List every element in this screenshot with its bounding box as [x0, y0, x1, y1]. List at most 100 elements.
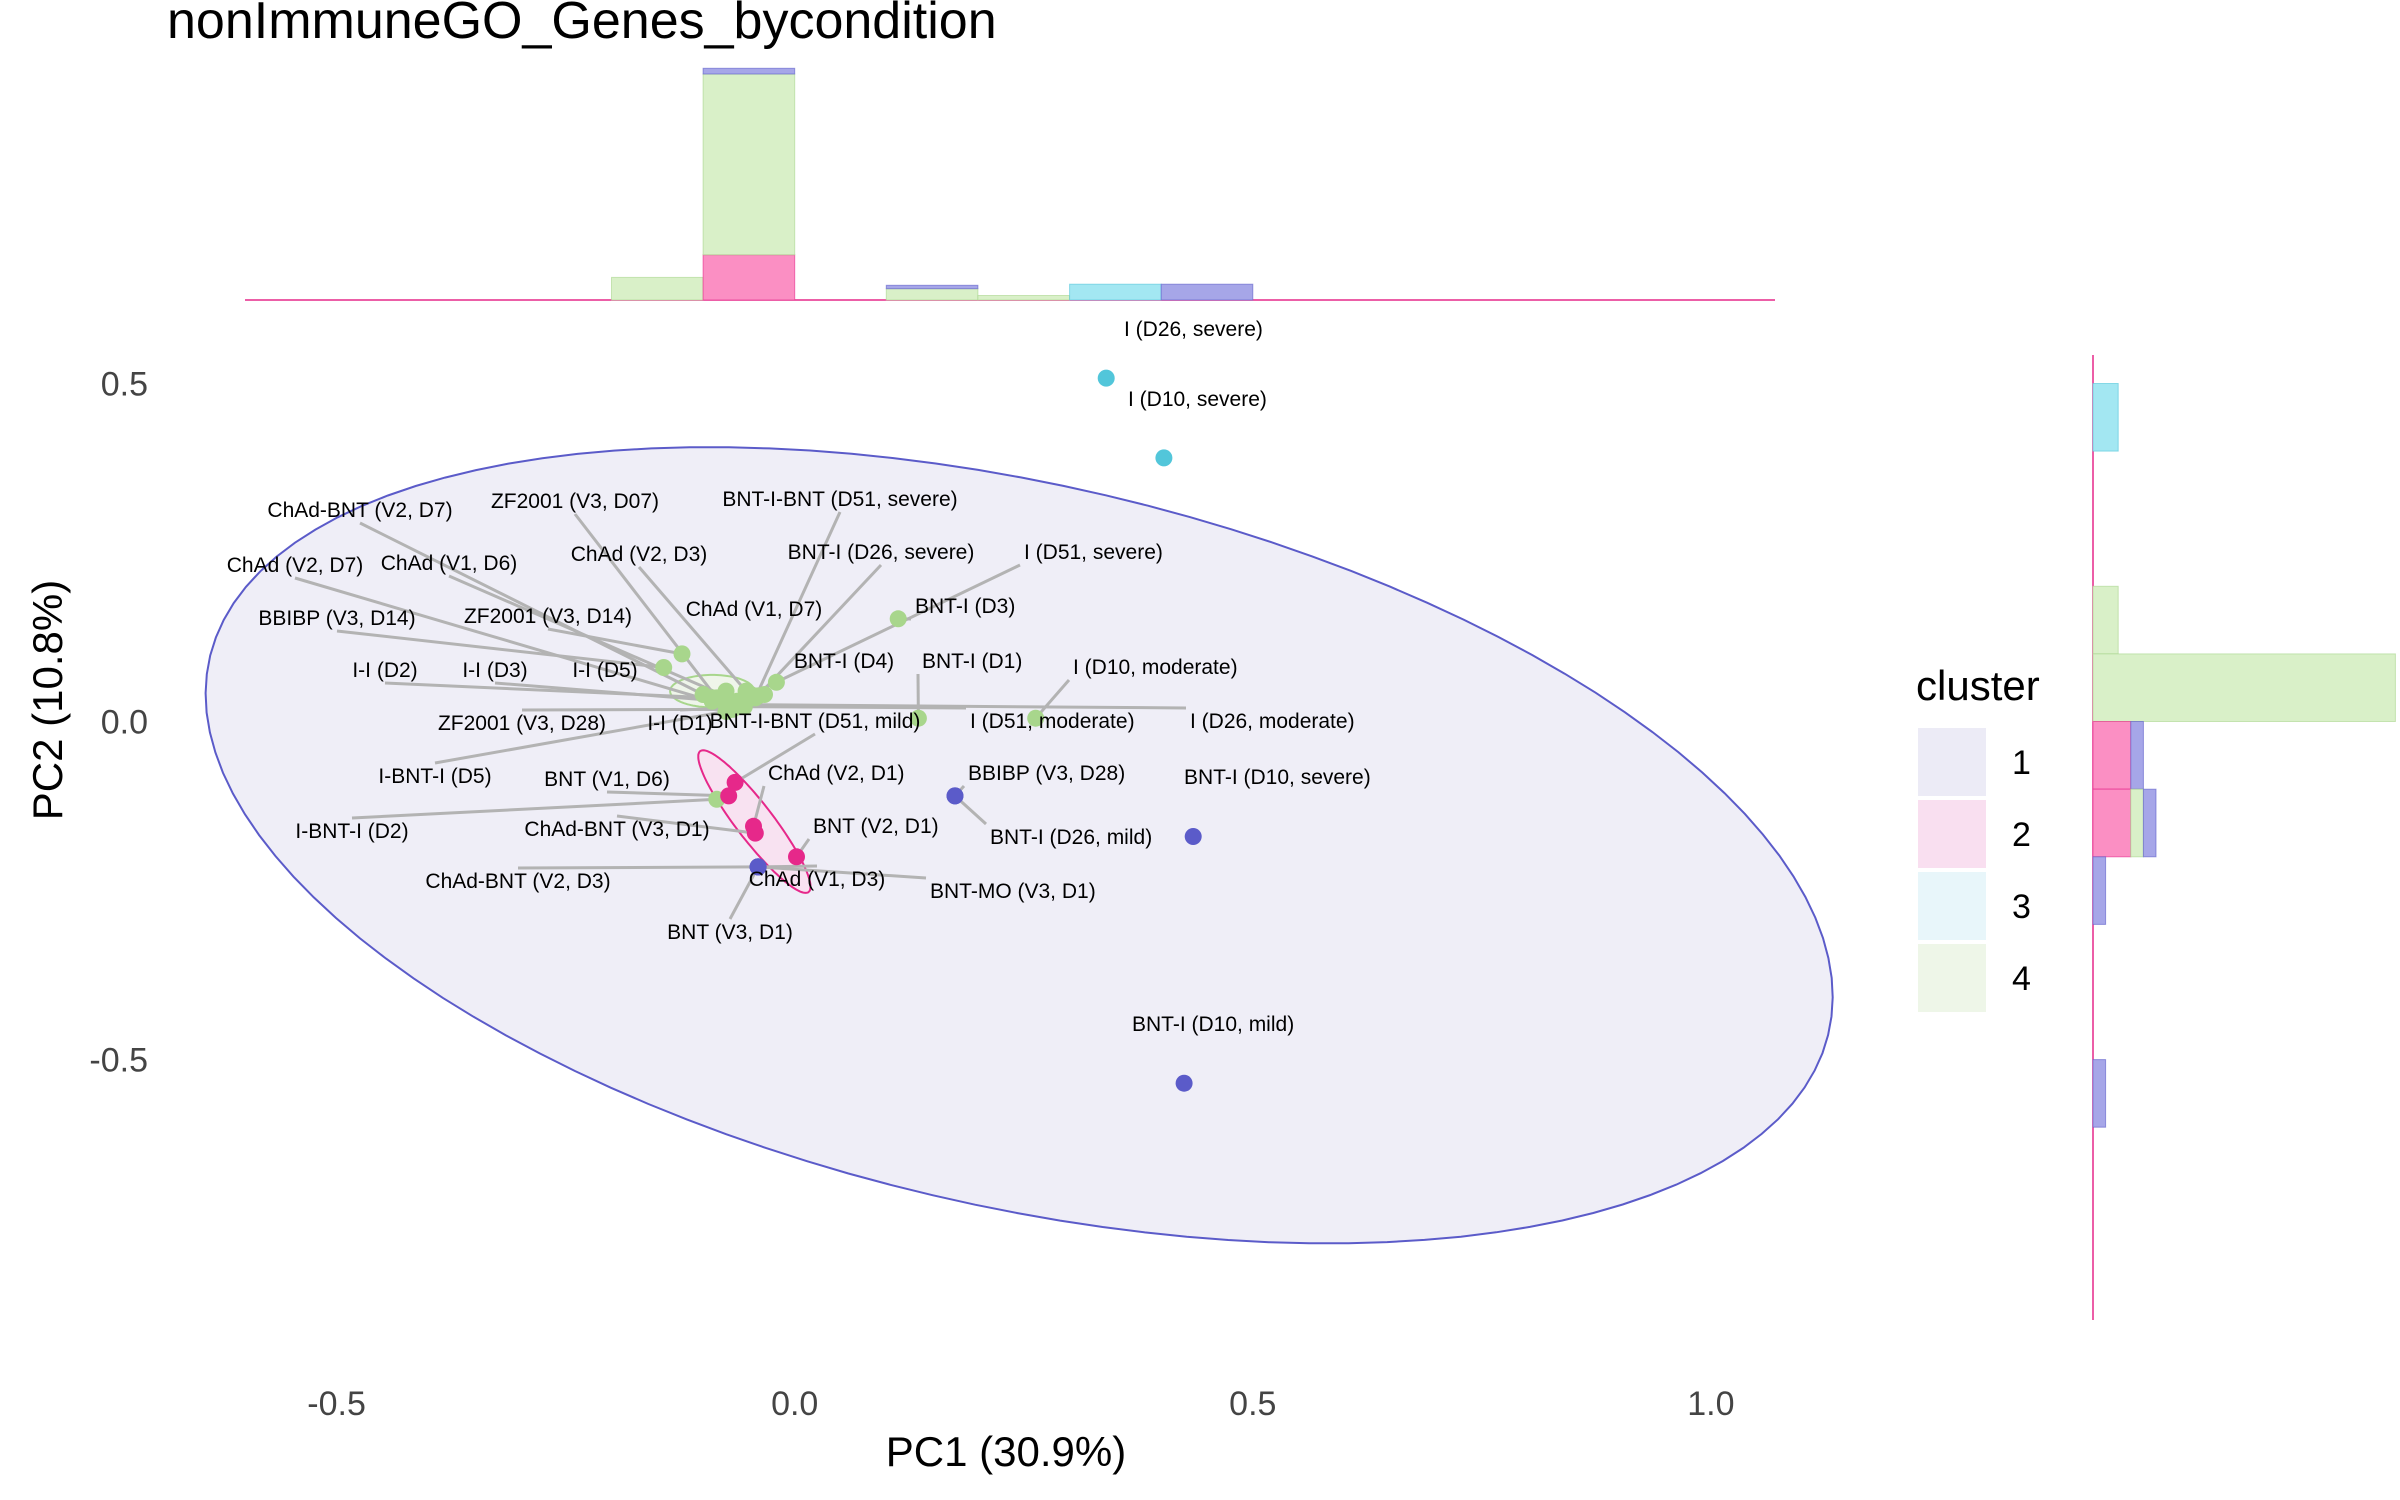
point-label: I (D26, severe) — [1124, 318, 1263, 341]
leader-line — [573, 513, 718, 699]
point-label: BBIBP (V3, D28) — [968, 762, 1125, 785]
right-hist-bar-cluster-1 — [2130, 721, 2144, 790]
leader-line — [359, 521, 704, 696]
legend-key-cluster-1 — [1918, 728, 1986, 796]
data-points — [655, 369, 1202, 1092]
point-label: BNT-I (D1) — [922, 650, 1022, 673]
leader-line — [351, 797, 717, 820]
legend-key-cluster-2 — [1918, 800, 1986, 868]
point-label: ChAd (V2, D3) — [571, 543, 708, 566]
x-tick-label: 1.0 — [1687, 1385, 1734, 1423]
point-cluster-4 — [673, 645, 691, 663]
point-label: I-I (D3) — [462, 659, 527, 682]
leader-line — [741, 703, 1187, 710]
leader-line — [336, 629, 664, 669]
y-tick-label: -0.5 — [89, 1042, 148, 1080]
point-label: I-BNT-I (D5) — [378, 765, 491, 788]
point-cluster-4 — [767, 673, 785, 691]
point-cluster-2 — [720, 787, 738, 805]
top-hist-bar-cluster-4 — [885, 288, 979, 301]
x-tick-label: -0.5 — [307, 1385, 366, 1423]
point-cluster-1 — [749, 858, 767, 876]
point-cluster-3 — [1097, 369, 1115, 387]
right-hist-bar-cluster-1 — [2142, 788, 2157, 858]
leader-line — [448, 574, 738, 703]
point-label: BBIBP (V3, D14) — [258, 607, 415, 630]
leader-line — [734, 732, 816, 784]
y-tick-label: 0.5 — [101, 366, 148, 404]
leader-line — [434, 709, 727, 765]
top-hist-bar-cluster-1 — [885, 284, 979, 290]
point-label: ChAd-BNT (V2, D7) — [267, 499, 452, 522]
leader-line — [728, 866, 760, 920]
point-cluster-4 — [655, 659, 673, 676]
leader-line — [606, 790, 729, 798]
legend-label: 4 — [2012, 960, 2031, 998]
label-leader-lines — [294, 511, 1187, 920]
legend-label: 2 — [2012, 816, 2031, 854]
y-axis-ticks: 0.5 0.0 -0.5 — [89, 366, 148, 1080]
leader-line — [757, 563, 883, 697]
right-hist-bar-cluster-2 — [2092, 721, 2132, 790]
point-cluster-3 — [1155, 449, 1173, 467]
point-cluster-2 — [746, 824, 764, 842]
right-hist-bar-cluster-1 — [2092, 1059, 2107, 1128]
right-hist-bar-cluster-1 — [2092, 856, 2107, 925]
point-cluster-1 — [1184, 828, 1202, 845]
point-label: I-I (D2) — [352, 659, 417, 682]
leader-line — [753, 511, 842, 699]
point-cluster-4 — [1027, 709, 1045, 727]
point-label: ChAd-BNT (V2, D3) — [425, 870, 610, 893]
y-tick-label: 0.0 — [101, 704, 148, 742]
point-label: ChAd (V1, D7) — [686, 598, 823, 621]
right-hist-bar-cluster-4 — [2092, 585, 2119, 655]
leader-line — [517, 865, 759, 870]
top-hist-bar-cluster-4 — [977, 295, 1071, 301]
leader-line — [294, 576, 713, 703]
y-axis-title: PC2 (10.8%) — [24, 580, 71, 820]
point-label: ZF2001 (V3, D14) — [464, 605, 632, 628]
point-labels: I (D26, severe) I (D10, severe) BNT-I (D3)… — [227, 318, 1371, 1036]
top-hist-bar-cluster-1 — [702, 67, 796, 75]
point-cluster-1 — [1175, 1074, 1193, 1092]
right-hist-bar-cluster-2 — [2092, 788, 2132, 858]
point-label: BNT-I (D10, severe) — [1184, 766, 1371, 789]
point-label: ChAd (V2, D7) — [227, 554, 364, 577]
x-tick-label: 0.5 — [1229, 1385, 1276, 1423]
leader-line — [758, 865, 927, 880]
point-label: I (D10, severe) — [1128, 388, 1267, 411]
point-label: BNT-I (D3) — [915, 595, 1015, 618]
point-label: BNT (V1, D6) — [544, 768, 670, 791]
point-cluster-4 — [889, 610, 907, 628]
point-label: BNT-I (D26, severe) — [788, 541, 975, 564]
point-label: I-I (D1) — [647, 712, 712, 735]
leader-line — [750, 563, 1021, 696]
point-label: BNT-MO (V3, D1) — [930, 880, 1096, 903]
chart-title: nonImmuneGO_Genes_bycondition — [167, 0, 997, 50]
legend-title: cluster — [1916, 662, 2040, 709]
point-label: ChAd-BNT (V3, D1) — [524, 818, 709, 841]
point-label: BNT (V2, D1) — [813, 815, 939, 838]
top-hist-bar-cluster-4 — [611, 276, 704, 301]
point-label: BNT-I (D4) — [794, 650, 894, 673]
x-axis-ticks: -0.5 0.0 0.5 1.0 — [307, 1385, 1734, 1423]
point-label: I (D26, moderate) — [1190, 710, 1355, 733]
legend-key-cluster-3 — [1918, 872, 1986, 940]
point-label: ChAd (V1, D3) — [749, 868, 886, 891]
right-hist-bar-cluster-4 — [2092, 653, 2396, 723]
leader-line — [547, 627, 683, 656]
right-hist-bar-cluster-4 — [2130, 788, 2144, 858]
point-cluster-2 — [726, 773, 744, 791]
point-label: BNT-I (D26, mild) — [990, 826, 1152, 849]
point-label: BNT (V3, D1) — [667, 921, 793, 944]
right-marginal-histogram — [2092, 355, 2396, 1320]
point-label: I (D51, moderate) — [970, 710, 1135, 733]
top-hist-bar-cluster-1 — [1160, 283, 1254, 301]
top-hist-bar-cluster-3 — [1069, 283, 1162, 301]
point-cluster-2 — [788, 848, 805, 866]
top-hist-bar-cluster-4 — [702, 73, 796, 256]
point-cluster-1 — [946, 787, 964, 805]
top-hist-bar-cluster-2 — [702, 254, 796, 301]
point-label: ZF2001 (V3, D28) — [438, 712, 606, 735]
